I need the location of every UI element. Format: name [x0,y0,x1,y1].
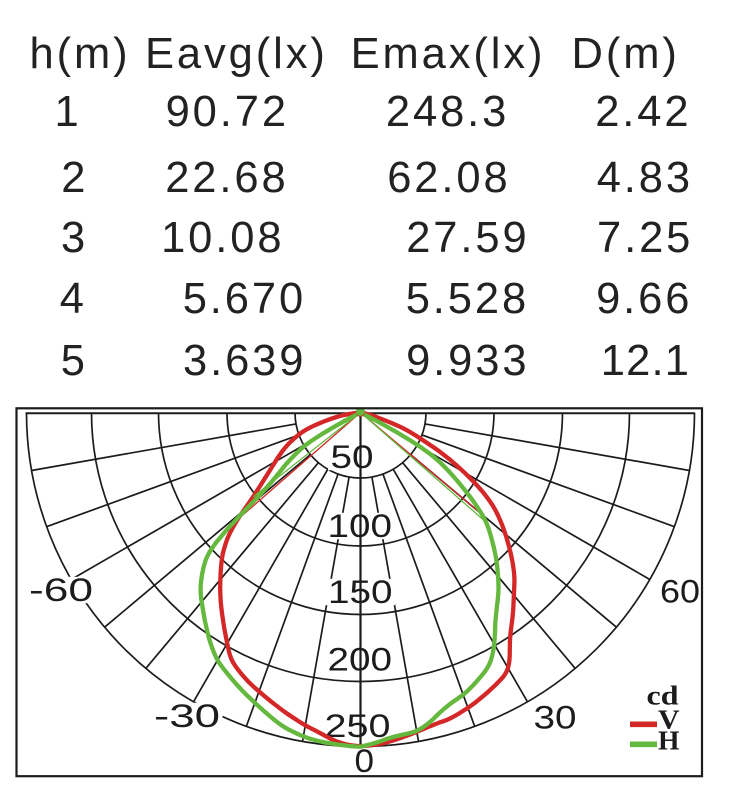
svg-text:V: V [658,705,680,735]
svg-text:50: 50 [331,439,374,475]
svg-text:-30: -30 [154,698,220,734]
svg-text:60: 60 [660,574,700,610]
svg-text:30: 30 [534,700,577,736]
svg-text:H: H [658,726,680,756]
svg-text:-60: -60 [29,572,93,608]
svg-text:cd: cd [647,681,679,711]
svg-text:0: 0 [355,743,375,779]
svg-text:250: 250 [325,708,391,744]
